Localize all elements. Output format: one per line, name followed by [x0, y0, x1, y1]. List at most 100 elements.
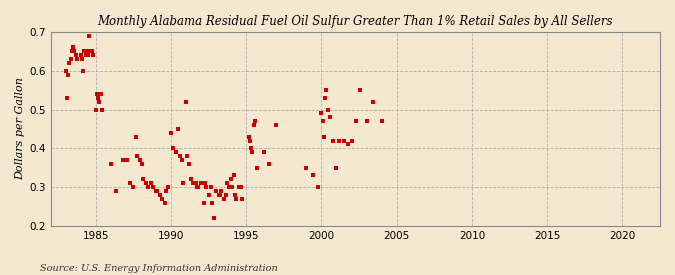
Point	[69, 49, 80, 54]
Point	[215, 189, 226, 193]
Point	[79, 49, 90, 54]
Point	[327, 138, 338, 143]
Point	[181, 100, 192, 104]
Point	[319, 134, 329, 139]
Point	[307, 173, 318, 178]
Point	[152, 189, 163, 193]
Point	[244, 138, 255, 143]
Point	[313, 185, 323, 189]
Point	[140, 181, 151, 185]
Point	[173, 127, 184, 131]
Point	[64, 61, 75, 65]
Point	[230, 193, 240, 197]
Point	[190, 181, 201, 185]
Point	[188, 181, 199, 185]
Point	[218, 197, 229, 201]
Point	[76, 57, 87, 61]
Point	[178, 181, 189, 185]
Point	[316, 111, 327, 116]
Point	[177, 158, 188, 162]
Point	[361, 119, 372, 123]
Point	[90, 107, 101, 112]
Point	[234, 185, 245, 189]
Point	[165, 131, 176, 135]
Point	[211, 189, 221, 193]
Point	[271, 123, 281, 127]
Point	[182, 154, 192, 158]
Point	[95, 92, 106, 96]
Point	[68, 45, 78, 50]
Point	[132, 154, 142, 158]
Point	[333, 138, 344, 143]
Point	[196, 181, 207, 185]
Point	[246, 146, 256, 150]
Point	[168, 146, 179, 150]
Point	[221, 193, 232, 197]
Point	[222, 181, 233, 185]
Point	[154, 193, 165, 197]
Point	[208, 216, 219, 220]
Point	[199, 181, 210, 185]
Point	[317, 119, 328, 123]
Point	[234, 185, 244, 189]
Point	[203, 193, 214, 197]
Point	[78, 68, 88, 73]
Point	[351, 119, 362, 123]
Point	[231, 197, 242, 201]
Point	[320, 96, 331, 100]
Point	[192, 185, 202, 189]
Point	[186, 177, 196, 182]
Point	[259, 150, 269, 154]
Point	[80, 53, 91, 57]
Point	[88, 53, 99, 57]
Point	[247, 150, 258, 154]
Point	[60, 68, 71, 73]
Point	[146, 181, 157, 185]
Point	[301, 166, 312, 170]
Point	[237, 197, 248, 201]
Point	[215, 193, 225, 197]
Point	[118, 158, 129, 162]
Point	[183, 162, 194, 166]
Point	[193, 185, 204, 189]
Point	[136, 162, 147, 166]
Point	[128, 185, 138, 189]
Point	[227, 185, 238, 189]
Point	[67, 49, 78, 54]
Point	[250, 119, 261, 123]
Point	[75, 53, 86, 57]
Point	[174, 154, 185, 158]
Point	[355, 88, 366, 92]
Point	[105, 162, 116, 166]
Point	[138, 177, 148, 182]
Point	[325, 115, 335, 119]
Point	[342, 142, 353, 147]
Point	[223, 185, 234, 189]
Point	[85, 49, 96, 54]
Point	[243, 134, 254, 139]
Point	[207, 200, 218, 205]
Title: Monthly Alabama Residual Fuel Oil Sulfur Greater Than 1% Retail Sales by All Sel: Monthly Alabama Residual Fuel Oil Sulfur…	[97, 15, 613, 28]
Point	[122, 158, 132, 162]
Point	[124, 181, 135, 185]
Point	[61, 96, 72, 100]
Point	[206, 185, 217, 189]
Point	[70, 53, 81, 57]
Point	[151, 189, 161, 193]
Point	[65, 57, 76, 61]
Point	[110, 189, 121, 193]
Point	[94, 100, 105, 104]
Point	[200, 185, 211, 189]
Point	[163, 185, 173, 189]
Point	[83, 53, 94, 57]
Point	[331, 166, 342, 170]
Point	[376, 119, 387, 123]
Text: Source: U.S. Energy Information Administration: Source: U.S. Energy Information Administ…	[40, 264, 278, 273]
Point	[148, 185, 159, 189]
Point	[97, 107, 107, 112]
Point	[143, 185, 154, 189]
Point	[346, 138, 357, 143]
Point	[248, 123, 259, 127]
Point	[161, 189, 171, 193]
Point	[130, 134, 141, 139]
